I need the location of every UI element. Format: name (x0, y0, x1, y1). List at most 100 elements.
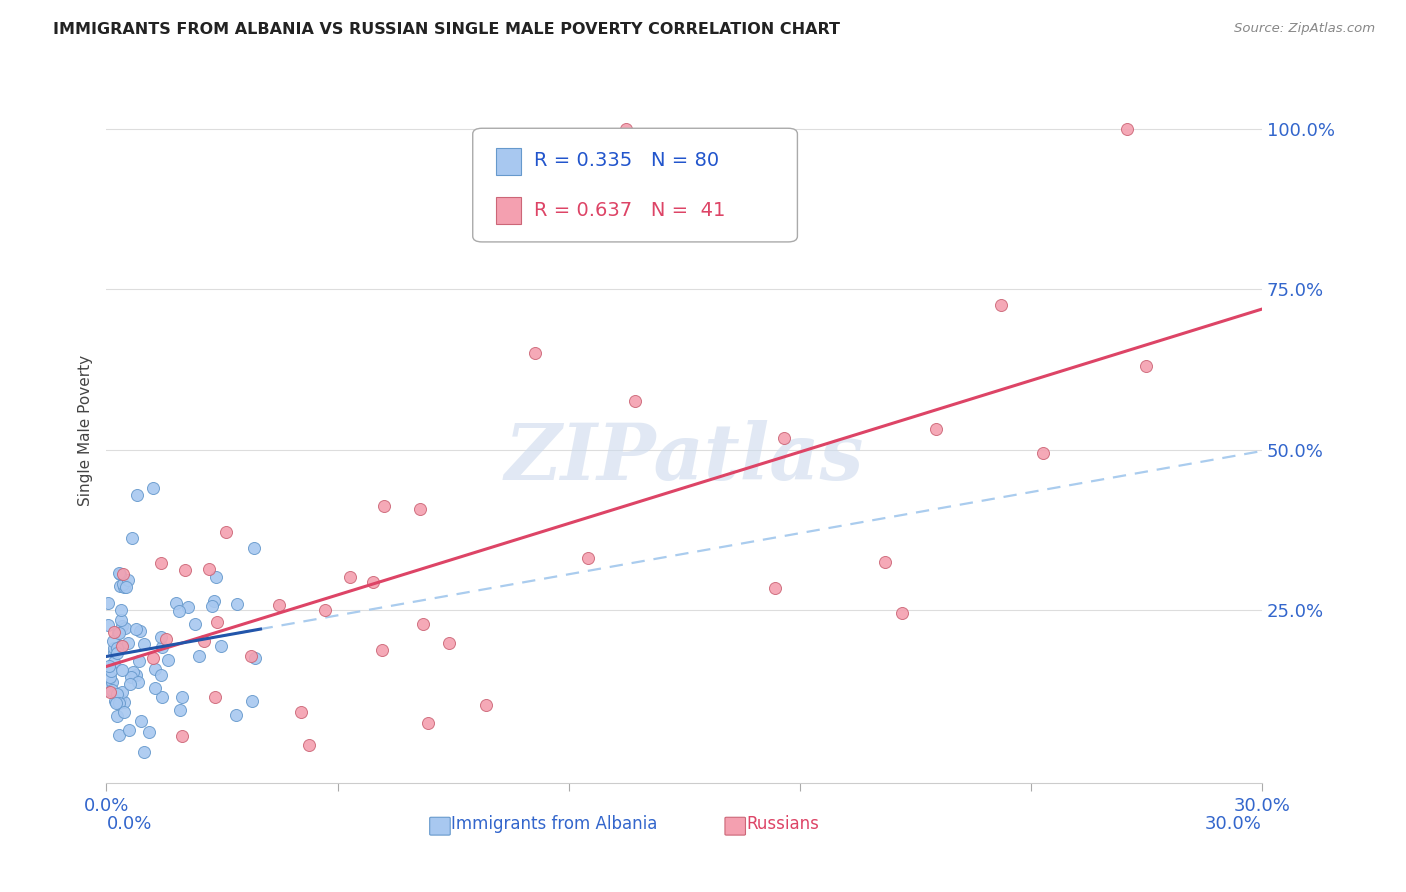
Point (198, 562, 221, 576)
Point (205, 570, 228, 584)
Point (108, 626, 131, 640)
Point (110, 613, 132, 627)
Point (150, 556, 173, 570)
Point (204, 690, 226, 704)
Point (134, 637, 156, 651)
Point (142, 651, 165, 665)
Text: 0.0%: 0.0% (107, 814, 152, 832)
Point (157, 652, 180, 666)
Point (110, 566, 132, 581)
Point (97, 596, 120, 610)
Point (105, 708, 128, 723)
Point (408, 502, 430, 516)
Point (100, 683, 122, 698)
Point (169, 703, 191, 717)
Point (149, 668, 172, 682)
Point (111, 577, 134, 591)
Point (209, 639, 232, 653)
Point (242, 541, 264, 555)
Point (98, 685, 121, 699)
Point (125, 622, 148, 636)
Point (205, 615, 228, 630)
Point (167, 604, 190, 618)
Point (127, 674, 149, 689)
Point (165, 596, 187, 610)
Point (101, 634, 124, 648)
Point (150, 630, 173, 644)
Point (115, 580, 138, 594)
Point (128, 654, 150, 668)
Y-axis label: Single Male Poverty: Single Male Poverty (79, 355, 93, 506)
Point (98, 670, 121, 684)
Point (873, 555, 896, 569)
Point (226, 597, 249, 611)
Point (132, 745, 155, 759)
Point (412, 617, 434, 632)
Bar (496, 197, 522, 224)
Point (267, 598, 290, 612)
Point (155, 632, 177, 647)
Point (108, 566, 131, 580)
Point (1032, 446, 1054, 460)
Text: Russians: Russians (747, 814, 820, 832)
Text: 30.0%: 30.0% (1205, 814, 1263, 832)
Point (131, 714, 153, 728)
Point (576, 550, 599, 565)
FancyBboxPatch shape (472, 128, 797, 242)
Point (105, 640, 128, 655)
Text: ZIPatlas: ZIPatlas (505, 420, 863, 497)
Point (990, 298, 1012, 312)
Point (103, 640, 125, 655)
Point (117, 636, 139, 650)
Text: R = 0.637   N =  41: R = 0.637 N = 41 (534, 201, 725, 219)
Point (150, 690, 173, 704)
Point (121, 665, 143, 679)
Point (173, 563, 195, 577)
Point (150, 640, 173, 654)
Point (183, 617, 205, 632)
Text: Immigrants from Albania: Immigrants from Albania (451, 814, 658, 832)
Point (112, 580, 135, 594)
Bar (496, 148, 522, 175)
Point (925, 422, 948, 436)
Point (172, 690, 194, 705)
Point (240, 648, 263, 663)
Point (143, 681, 166, 696)
Point (201, 599, 224, 613)
Point (110, 692, 132, 706)
Point (142, 481, 165, 495)
Point (193, 634, 215, 648)
Point (120, 670, 142, 684)
Point (1116, 121, 1139, 136)
Point (107, 728, 129, 742)
Point (103, 645, 125, 659)
Point (105, 646, 128, 660)
Point (97, 617, 120, 632)
Text: IMMIGRANTS FROM ALBANIA VS RUSSIAN SINGLE MALE POVERTY CORRELATION CHART: IMMIGRANTS FROM ALBANIA VS RUSSIAN SINGL… (53, 22, 841, 37)
Point (1135, 359, 1157, 373)
Point (100, 664, 122, 678)
Text: Source: ZipAtlas.com: Source: ZipAtlas.com (1234, 22, 1375, 36)
Point (314, 603, 336, 617)
Point (107, 626, 129, 640)
Point (339, 570, 361, 584)
Point (117, 574, 139, 588)
Point (437, 636, 460, 650)
Point (225, 708, 247, 723)
Point (363, 574, 385, 589)
Point (127, 487, 149, 501)
Point (111, 639, 134, 653)
Point (240, 694, 263, 708)
Point (118, 677, 141, 691)
Point (616, 121, 638, 136)
Point (105, 696, 128, 710)
Point (245, 651, 267, 665)
Point (298, 738, 321, 752)
Point (524, 346, 547, 360)
Point (624, 394, 647, 409)
Point (891, 606, 914, 620)
Point (290, 705, 312, 719)
Point (110, 602, 132, 616)
Point (773, 431, 796, 445)
Point (108, 696, 131, 710)
